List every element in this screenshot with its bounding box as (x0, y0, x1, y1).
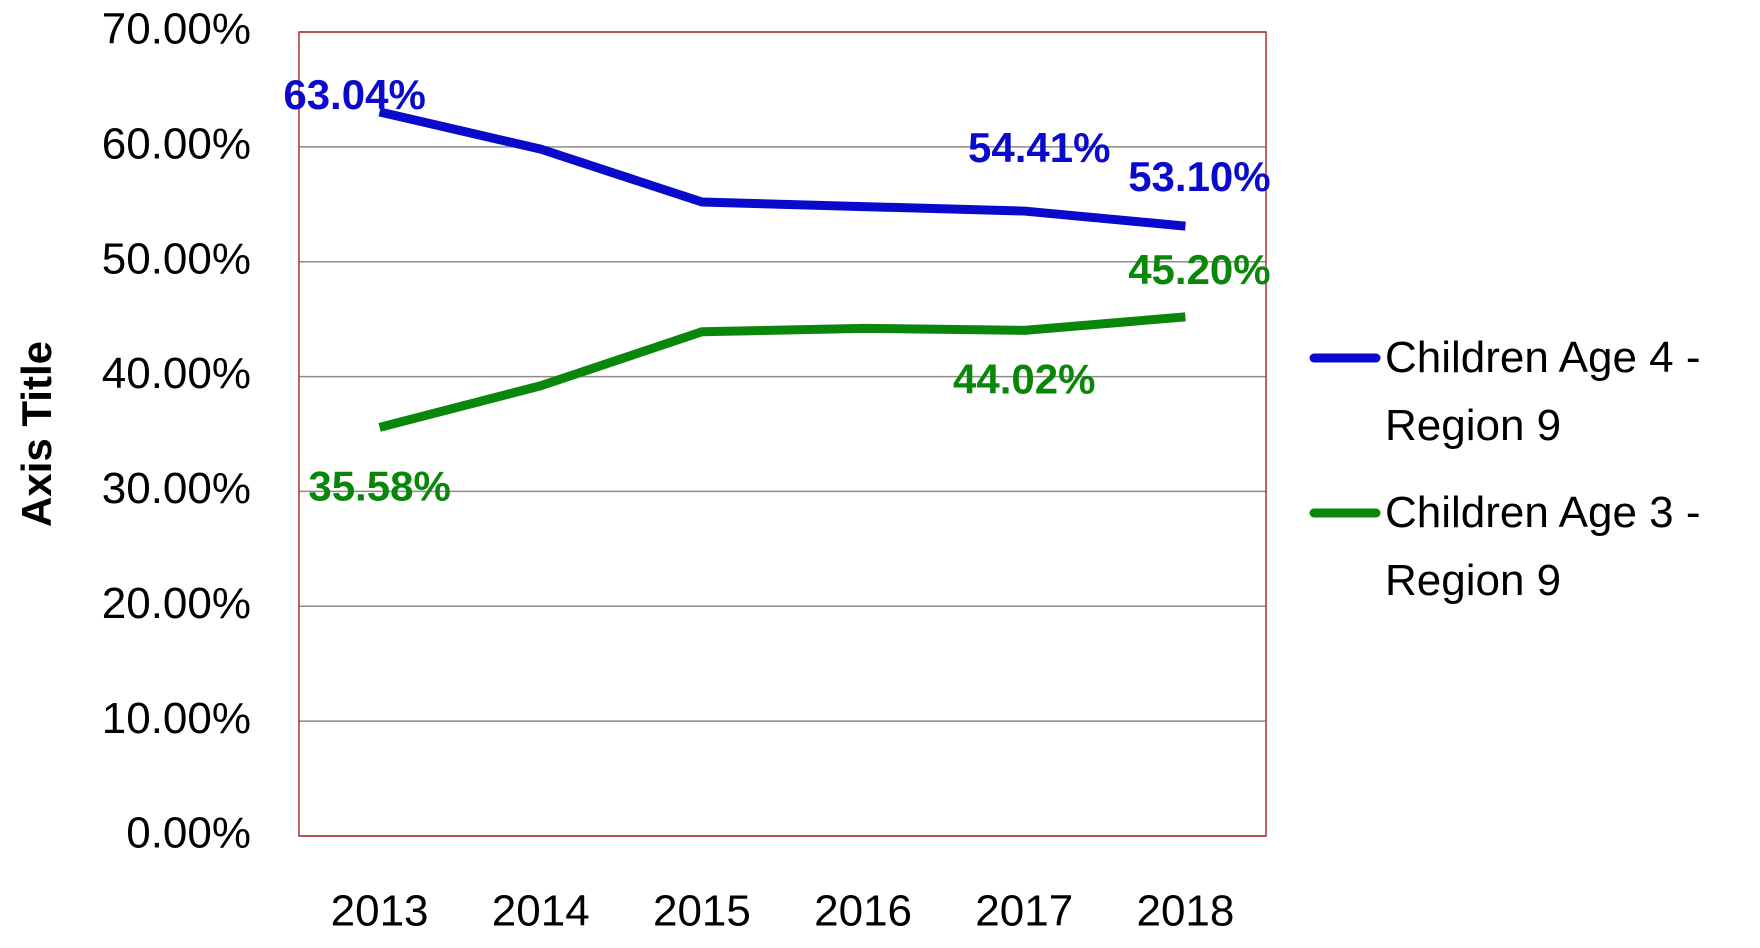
y-tick-label: 0.00% (126, 809, 251, 858)
x-tick-label: 2015 (653, 887, 751, 936)
series-line (378, 107, 1186, 231)
series-line (378, 312, 1186, 432)
y-tick-label: 70.00% (102, 5, 251, 54)
data-label: 54.41% (968, 124, 1110, 171)
x-tick-label: 2018 (1136, 887, 1234, 936)
y-tick-label: 50.00% (102, 234, 251, 283)
x-tick-label: 2013 (331, 887, 429, 936)
y-tick-label: 60.00% (102, 119, 251, 168)
x-tick-label: 2017 (975, 887, 1073, 936)
legend-label: Children Age 3 - Region 9 (1385, 488, 1701, 605)
data-label: 53.10% (1128, 153, 1270, 200)
data-label: 44.02% (953, 355, 1095, 402)
data-label: 45.20% (1128, 246, 1270, 293)
x-tick-label: 2016 (814, 887, 912, 936)
y-tick-label: 20.00% (102, 579, 251, 628)
y-tick-label: 10.00% (102, 694, 251, 743)
plot-border (298, 31, 1267, 837)
x-tick-label: 2014 (492, 887, 590, 936)
y-tick-label: 30.00% (102, 464, 251, 513)
legend-label: Children Age 4 - Region 9 (1385, 333, 1701, 450)
y-tick-label: 40.00% (102, 349, 251, 398)
y-axis-title: Axis Title (13, 341, 60, 527)
data-label: 35.58% (308, 462, 450, 509)
data-label: 63.04% (283, 71, 425, 118)
